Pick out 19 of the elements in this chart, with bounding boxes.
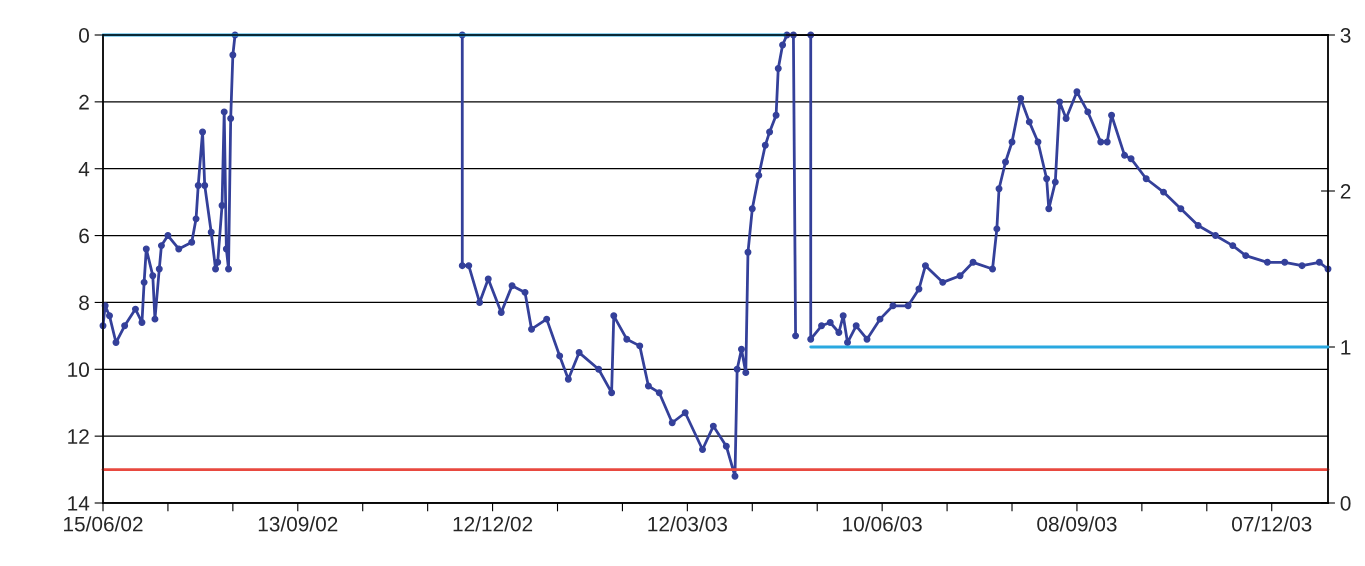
y-tick-label: 12	[68, 429, 89, 444]
y-tick-label: 4	[78, 161, 90, 177]
y2-tick-label: 2	[1340, 184, 1351, 199]
y-tick-label: 2	[79, 94, 89, 110]
y-tick-label: 6	[79, 228, 89, 244]
x-tick-label: 08/09/03	[1037, 516, 1117, 532]
y-tick-label: 14	[68, 496, 90, 511]
x-tick-label: 07/12/03	[1232, 516, 1312, 532]
x-tick-label: 10/06/03	[843, 516, 922, 532]
x-tick-label: 12/03/03	[648, 516, 727, 532]
y-tick-label: 8	[79, 295, 89, 311]
y-tick-label: 10	[68, 362, 89, 378]
y2-tick-label: 0	[1340, 496, 1351, 511]
x-tick-label: 15/06/02	[64, 516, 143, 532]
x-tick-label: 13/09/02	[258, 516, 338, 532]
y-tick-label: 0	[79, 28, 89, 43]
x-tick-label: 12/12/02	[453, 516, 533, 532]
y2-tick-label: 3	[1340, 28, 1351, 43]
y2-tick-label: 1	[1341, 340, 1351, 355]
